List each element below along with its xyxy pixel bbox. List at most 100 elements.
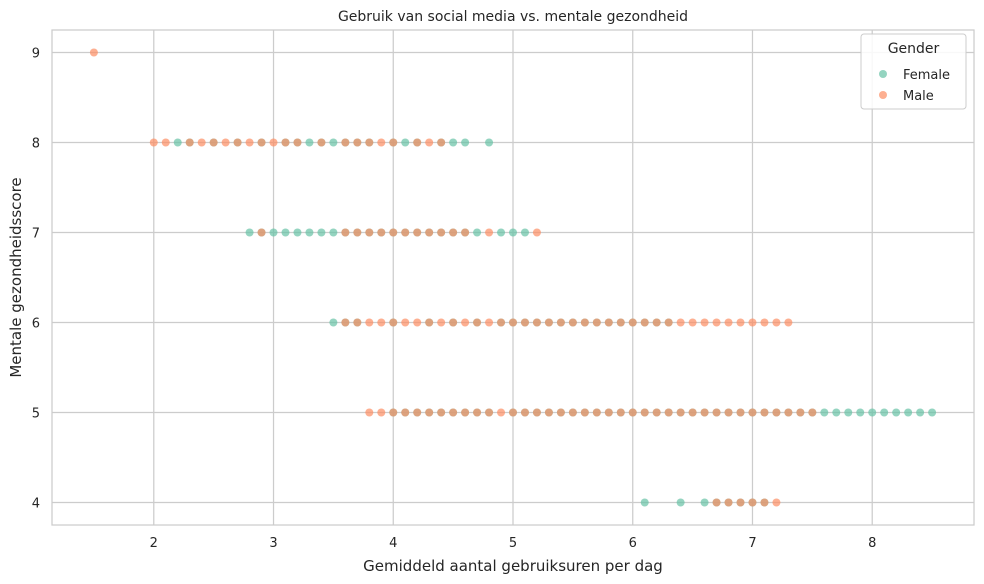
x-tick-label: 6 [629,536,637,551]
data-point [676,498,685,507]
data-point [341,138,350,147]
data-point [520,228,529,237]
data-point [808,408,817,417]
data-point [676,318,685,327]
data-point [628,408,637,417]
x-tick-label: 8 [868,536,876,551]
data-point [317,138,326,147]
data-point [928,408,937,417]
data-point [509,318,517,327]
data-point [401,138,410,147]
data-point [700,318,709,327]
x-tick-label: 7 [748,536,756,551]
data-point [89,48,98,57]
data-point [520,318,529,327]
data-point [760,408,769,417]
data-point [509,408,517,417]
data-point [485,318,494,327]
data-points [89,48,937,507]
data-point [916,408,925,417]
data-point [449,408,458,417]
data-point [676,408,685,417]
data-point [353,138,362,147]
data-point [592,318,601,327]
data-point [365,228,374,237]
data-point [389,228,398,237]
data-point [820,408,829,417]
data-point [389,408,398,417]
data-point [149,138,158,147]
chart-title: Gebruik van social media vs. mentale gez… [338,9,688,25]
legend-box [860,33,967,110]
data-point [592,408,601,417]
data-point [544,408,553,417]
data-point [748,498,757,507]
y-tick-label: 5 [32,407,40,422]
data-point [892,408,901,417]
y-tick-label: 4 [32,497,40,512]
grid [52,30,974,525]
data-point [377,228,386,237]
data-point [520,408,529,417]
data-point [413,318,422,327]
data-point [269,138,278,147]
data-point [449,318,458,327]
legend: Gender Female Male [860,33,967,110]
x-tick-label: 3 [269,536,277,551]
data-point [568,408,577,417]
y-tick-label: 9 [32,47,40,62]
data-point [772,408,781,417]
data-point [449,138,458,147]
data-point [305,228,314,237]
data-point [497,408,506,417]
legend-title: Gender [888,41,940,57]
data-point [748,408,757,417]
data-point [293,138,302,147]
data-point [209,138,218,147]
data-point [724,498,733,507]
data-point [353,318,362,327]
y-tick-label: 8 [32,137,40,152]
data-point [760,498,769,507]
data-point [544,318,553,327]
data-point [772,498,781,507]
data-point [736,408,745,417]
data-point [616,318,625,327]
data-point [413,228,422,237]
data-point [233,138,242,147]
data-point [461,408,470,417]
data-point [628,318,637,327]
data-point [329,138,338,147]
data-point [497,318,506,327]
data-point [221,138,230,147]
data-point [341,228,350,237]
data-point [772,318,781,327]
data-point [556,408,565,417]
data-point [509,228,517,237]
data-point [760,318,769,327]
data-point [844,408,853,417]
data-point [353,228,362,237]
data-point [856,408,865,417]
y-tick-label: 7 [32,227,40,242]
legend-label-female: Female [903,68,950,83]
data-point [640,498,649,507]
data-point [532,228,541,237]
data-point [245,138,254,147]
data-point [365,408,374,417]
data-point [712,498,721,507]
data-point [748,318,757,327]
data-point [497,228,506,237]
data-point [425,138,434,147]
data-point [377,408,386,417]
data-point [688,408,697,417]
data-point [461,318,470,327]
y-tick-label: 6 [32,317,40,332]
data-point [293,228,302,237]
data-point [568,318,577,327]
data-point [532,318,541,327]
data-point [425,318,434,327]
data-point [437,408,446,417]
series-male [89,48,817,507]
